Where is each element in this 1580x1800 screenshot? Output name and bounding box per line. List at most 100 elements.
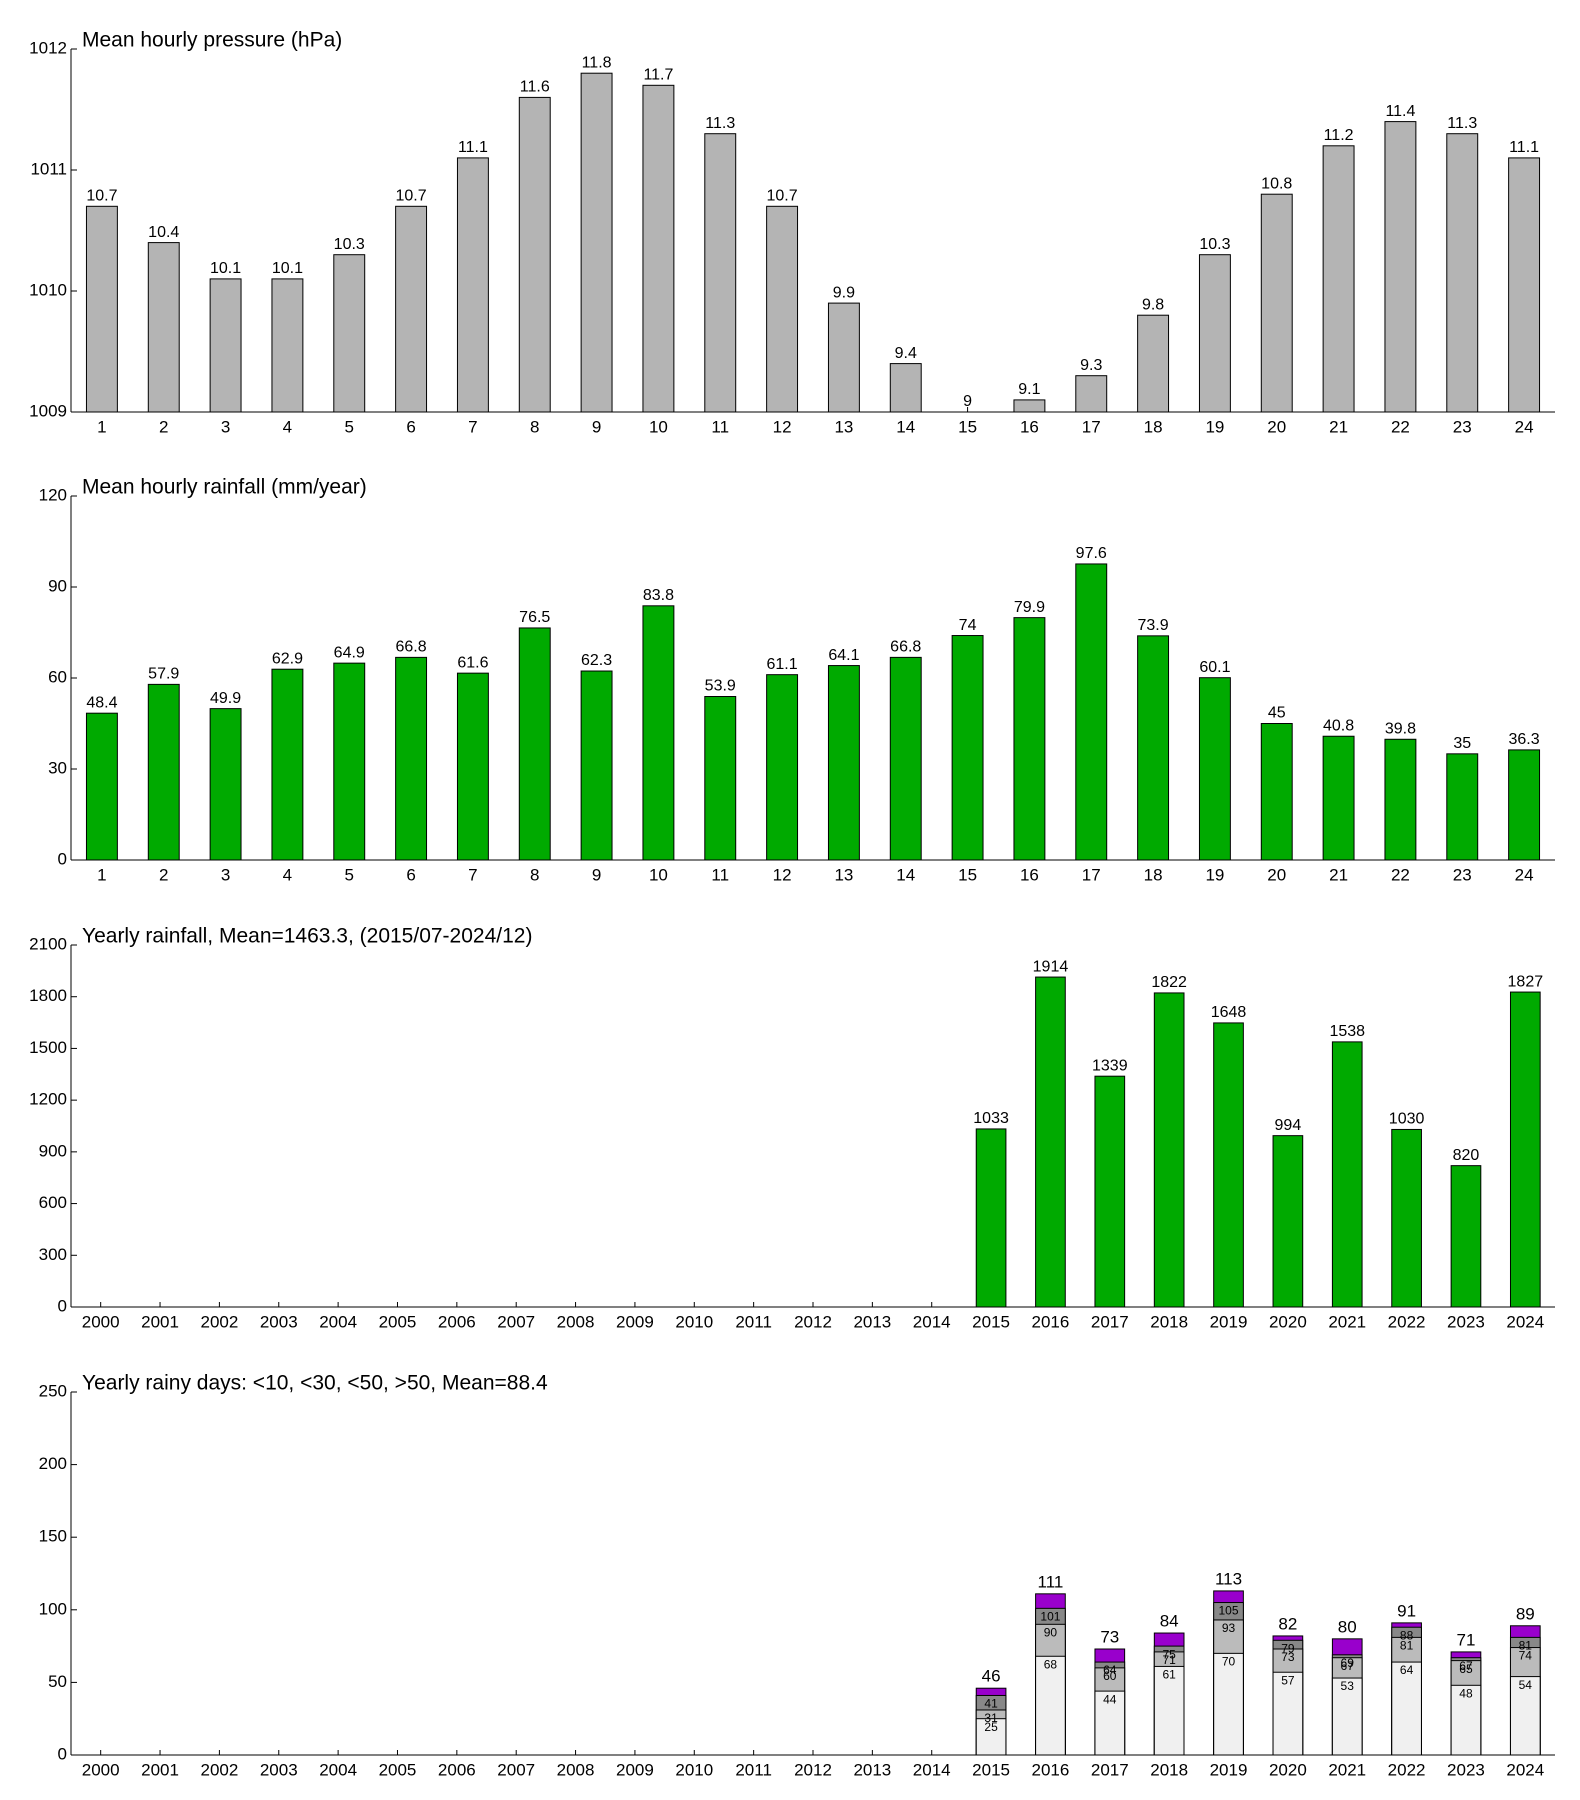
x-tick-label: 8 bbox=[530, 417, 539, 436]
y-tick-label: 1009 bbox=[29, 401, 67, 420]
y-tick-label: 250 bbox=[39, 1381, 67, 1400]
bar bbox=[147, 242, 180, 413]
value-label: 111 bbox=[1038, 1572, 1064, 1591]
x-tick-label: 2013 bbox=[853, 1312, 891, 1331]
x-tick-label: 2012 bbox=[794, 1760, 832, 1779]
x-tick-label: 19 bbox=[1205, 417, 1224, 436]
x-tick-label: 20 bbox=[1267, 865, 1286, 884]
value-label: 40.8 bbox=[1323, 717, 1354, 734]
y-tick-label: 1200 bbox=[29, 1090, 67, 1109]
value-label: 35 bbox=[1453, 735, 1471, 752]
segment-label: 88 bbox=[1400, 1628, 1414, 1642]
x-tick-label: 22 bbox=[1391, 865, 1410, 884]
x-tick-label: 2008 bbox=[557, 1760, 595, 1779]
value-label: 57.9 bbox=[148, 666, 179, 683]
bar bbox=[642, 84, 675, 413]
x-tick-label: 23 bbox=[1453, 865, 1472, 884]
bar bbox=[1450, 1165, 1482, 1308]
x-tick-label: 2016 bbox=[1032, 1312, 1070, 1331]
y-tick-label: 1500 bbox=[29, 1038, 67, 1057]
x-tick-label: 23 bbox=[1453, 417, 1472, 436]
x-tick-label: 15 bbox=[958, 417, 977, 436]
value-label: 64.9 bbox=[334, 644, 365, 661]
x-tick-label: 17 bbox=[1082, 417, 1101, 436]
segment-label: 64 bbox=[1400, 1663, 1414, 1677]
x-tick-label: 2018 bbox=[1150, 1760, 1188, 1779]
x-tick-label: 2007 bbox=[497, 1760, 535, 1779]
bar bbox=[889, 656, 922, 861]
bar bbox=[642, 605, 675, 861]
bar bbox=[1508, 749, 1541, 861]
value-label: 73.9 bbox=[1138, 617, 1169, 634]
value-label: 62.3 bbox=[581, 652, 612, 669]
x-tick-label: 2014 bbox=[913, 1312, 951, 1331]
segment-label: 81 bbox=[1400, 1639, 1414, 1653]
bar bbox=[271, 278, 304, 413]
segment-label: 69 bbox=[1341, 1656, 1355, 1670]
bar bbox=[704, 696, 737, 861]
x-tick-label: 24 bbox=[1515, 865, 1534, 884]
x-tick-label: 2005 bbox=[379, 1312, 417, 1331]
bar bbox=[1391, 1128, 1422, 1308]
x-tick-label: 2022 bbox=[1388, 1312, 1426, 1331]
bar bbox=[1509, 991, 1541, 1308]
x-tick-label: 22 bbox=[1391, 417, 1410, 436]
segment-label: 48 bbox=[1459, 1686, 1473, 1700]
y-tick-label: 30 bbox=[48, 758, 67, 777]
x-tick-label: 11 bbox=[711, 865, 729, 884]
bar bbox=[1384, 121, 1417, 413]
bar bbox=[1446, 753, 1479, 861]
x-tick-label: 4 bbox=[283, 865, 292, 884]
x-tick-label: 2004 bbox=[319, 1760, 357, 1779]
x-tick-label: 2 bbox=[159, 865, 168, 884]
y-tick-label: 2100 bbox=[29, 934, 67, 953]
bar bbox=[1384, 738, 1417, 861]
x-tick-label: 2010 bbox=[675, 1760, 713, 1779]
segment-label: 54 bbox=[1519, 1678, 1533, 1692]
x-tick-label: 2003 bbox=[260, 1760, 298, 1779]
value-label: 11.7 bbox=[643, 67, 673, 84]
y-tick-label: 600 bbox=[39, 1193, 67, 1212]
bar bbox=[975, 1128, 1007, 1308]
value-label: 10.4 bbox=[148, 224, 179, 241]
bar bbox=[1035, 976, 1066, 1308]
chart-title: Yearly rainfall, Mean=1463.3, (2015/07-2… bbox=[82, 925, 532, 948]
x-tick-label: 19 bbox=[1205, 865, 1224, 884]
value-label: 10.1 bbox=[210, 260, 241, 277]
bar bbox=[85, 205, 118, 413]
value-label: 60.1 bbox=[1199, 659, 1230, 676]
x-tick-label: 16 bbox=[1020, 417, 1039, 436]
x-tick-label: 17 bbox=[1082, 865, 1101, 884]
x-tick-label: 2013 bbox=[853, 1760, 891, 1779]
segment-label: 53 bbox=[1341, 1679, 1355, 1693]
x-tick-label: 13 bbox=[834, 865, 853, 884]
value-label: 11.8 bbox=[582, 54, 612, 71]
bar bbox=[333, 254, 366, 413]
y-tick-label: 0 bbox=[58, 1296, 67, 1315]
x-tick-label: 1 bbox=[97, 865, 106, 884]
value-label: 79.9 bbox=[1014, 599, 1045, 616]
y-tick-label: 200 bbox=[39, 1454, 67, 1473]
bar bbox=[147, 683, 180, 861]
x-tick-label: 2020 bbox=[1269, 1312, 1307, 1331]
x-tick-label: 2023 bbox=[1447, 1312, 1485, 1331]
value-label: 1827 bbox=[1508, 973, 1544, 990]
x-tick-label: 5 bbox=[345, 865, 354, 884]
segment-label: 71 bbox=[1162, 1653, 1176, 1667]
bar bbox=[1137, 635, 1170, 861]
x-tick-label: 21 bbox=[1329, 417, 1348, 436]
bar bbox=[1075, 375, 1108, 413]
x-tick-label: 10 bbox=[649, 417, 668, 436]
value-label: 820 bbox=[1453, 1147, 1480, 1164]
bar bbox=[580, 670, 613, 861]
value-label: 1030 bbox=[1389, 1111, 1425, 1128]
x-tick-label: 2011 bbox=[735, 1312, 772, 1331]
x-tick-label: 16 bbox=[1020, 865, 1039, 884]
x-tick-label: 5 bbox=[345, 417, 354, 436]
x-tick-label: 2018 bbox=[1150, 1312, 1188, 1331]
bar-segment bbox=[1213, 1652, 1244, 1756]
bar bbox=[518, 627, 551, 861]
x-tick-label: 3 bbox=[221, 865, 230, 884]
x-tick-label: 2007 bbox=[497, 1312, 535, 1331]
segment-label: 74 bbox=[1519, 1649, 1533, 1663]
